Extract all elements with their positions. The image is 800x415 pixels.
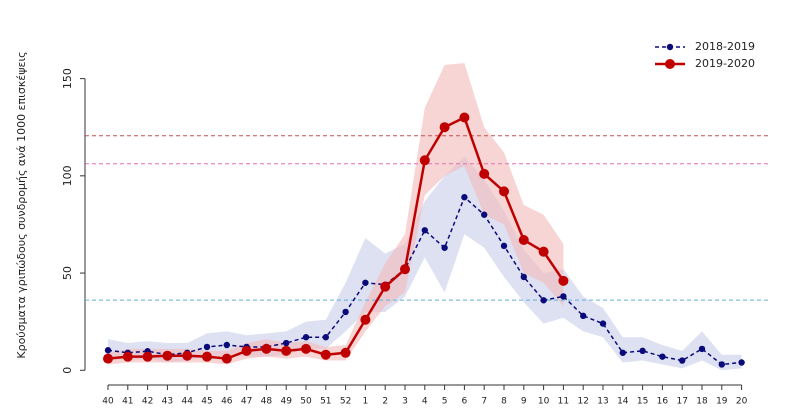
series-point [679, 357, 686, 364]
series-point [320, 349, 331, 360]
y-tick-label: 150 [61, 68, 74, 89]
x-tick-label: 3 [402, 397, 408, 407]
series-point [718, 361, 725, 368]
series-point [301, 343, 311, 354]
series-point [619, 349, 626, 356]
series-point [122, 351, 133, 362]
series-point [459, 112, 470, 123]
x-tick-label: 13 [597, 397, 608, 407]
series-point [580, 312, 587, 320]
series-point [380, 281, 391, 292]
series-point [322, 334, 329, 341]
x-tick-label: 49 [280, 397, 292, 407]
x-tick-label: 45 [201, 397, 212, 407]
series-point [221, 353, 232, 364]
series-point [223, 341, 230, 349]
y-tick-label: 50 [61, 266, 74, 280]
x-tick-label: 6 [462, 397, 468, 407]
legend-label: 2018-2019 [695, 40, 755, 53]
series-point [283, 339, 290, 347]
x-tick-label: 18 [696, 397, 708, 407]
x-tick-label: 46 [221, 397, 233, 407]
series-point [441, 244, 448, 251]
x-tick-label: 15 [637, 397, 648, 407]
y-tick-label: 100 [61, 165, 74, 186]
x-tick-label: 4 [422, 397, 428, 407]
x-tick-label: 44 [181, 397, 193, 407]
series-point [182, 350, 193, 361]
y-axis-label: Κρούσματα γριπώδους συνδρομής ανά 1000 ε… [15, 51, 28, 358]
series-point [738, 359, 745, 366]
series-point [104, 347, 112, 354]
x-tick-label: 48 [261, 397, 273, 407]
legend-marker [666, 43, 674, 51]
x-tick-label: 14 [617, 397, 629, 407]
series-point [360, 314, 371, 325]
series-point [558, 275, 569, 286]
x-tick-label: 47 [241, 397, 252, 407]
series-point [538, 246, 549, 257]
y-tick-label: 0 [61, 367, 74, 374]
x-tick-label: 50 [300, 397, 312, 407]
x-tick-label: 41 [122, 397, 133, 407]
series-point [481, 211, 488, 218]
series-point [362, 279, 369, 286]
series-point [560, 293, 567, 300]
series-point [340, 347, 351, 358]
x-tick-label: 42 [142, 397, 153, 407]
x-tick-label: 11 [558, 397, 569, 407]
series-point [241, 345, 252, 356]
confidence-band [108, 63, 564, 365]
x-tick-label: 16 [657, 397, 669, 407]
series-point [518, 235, 529, 245]
series-point [479, 168, 490, 179]
series-point [540, 297, 547, 304]
x-tick-label: 52 [340, 397, 351, 407]
series-point [500, 242, 508, 250]
series-point [103, 353, 113, 364]
series-point [400, 264, 410, 275]
x-tick-label: 9 [521, 397, 527, 407]
x-tick-label: 40 [102, 397, 114, 407]
series-point [342, 308, 349, 316]
series-point [281, 345, 292, 356]
series-point [261, 343, 272, 354]
x-tick-label: 8 [501, 397, 507, 407]
x-tick-label: 51 [320, 397, 331, 407]
x-tick-label: 17 [676, 397, 687, 407]
x-tick-label: 5 [442, 397, 448, 407]
series-point [520, 273, 527, 281]
x-tick-label: 12 [577, 397, 588, 407]
x-tick-label: 1 [363, 397, 369, 407]
series-point [499, 186, 509, 197]
series-point [639, 347, 646, 355]
x-tick-label: 2 [382, 397, 388, 407]
series-point [659, 353, 666, 360]
x-tick-label: 7 [481, 397, 487, 407]
series-point [203, 343, 211, 351]
series-point [302, 334, 310, 341]
series-point [162, 350, 173, 361]
x-tick-label: 20 [736, 397, 748, 407]
series-point [698, 345, 706, 353]
series-point [202, 351, 212, 362]
series-point [439, 122, 450, 133]
series-point [461, 194, 468, 201]
x-tick-label: 19 [716, 397, 728, 407]
x-tick-label: 10 [538, 397, 550, 407]
legend-marker [665, 59, 675, 69]
series-point [421, 227, 428, 234]
x-tick-label: 43 [162, 397, 173, 407]
legend-label: 2019-2020 [695, 57, 755, 70]
series-point [419, 155, 430, 166]
series-point [599, 320, 607, 327]
series-line [107, 195, 742, 366]
series-point [142, 351, 153, 362]
